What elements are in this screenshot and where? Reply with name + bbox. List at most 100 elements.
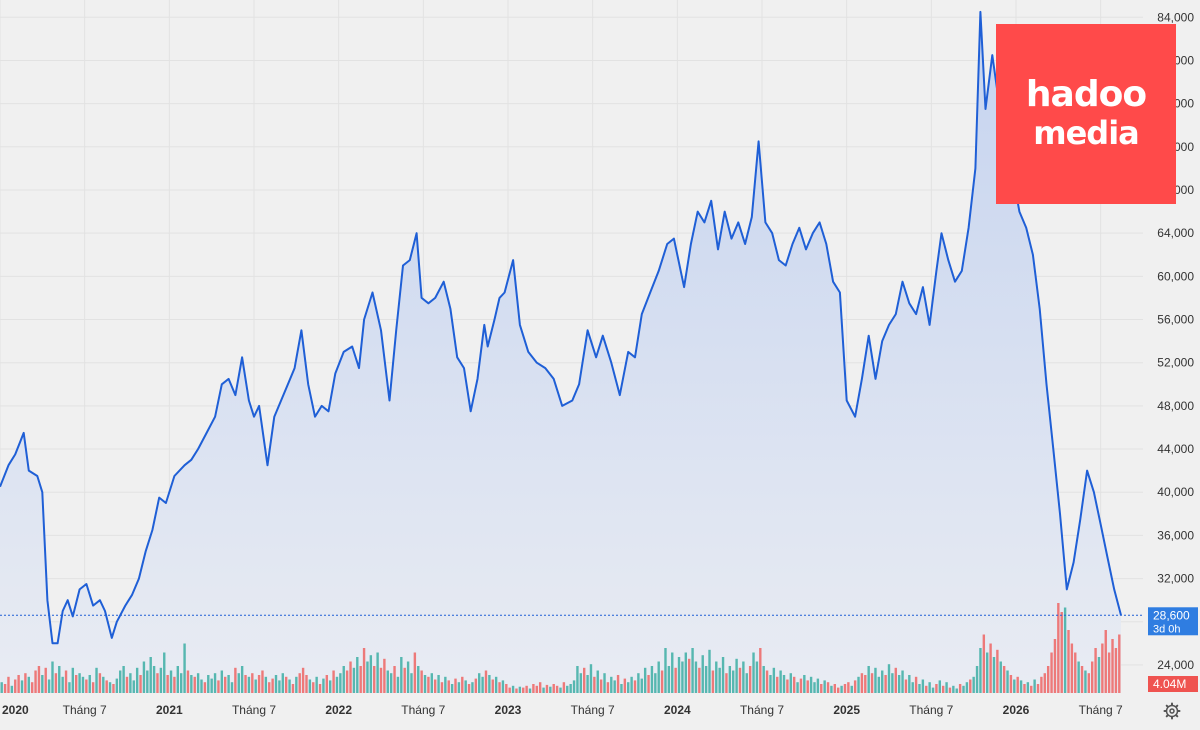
volume-bar: [921, 679, 925, 693]
volume-bar: [1046, 666, 1050, 693]
volume-bar: [119, 670, 122, 693]
volume-bar: [105, 680, 108, 693]
volume-bar: [444, 676, 447, 693]
volume-bar: [833, 684, 837, 693]
volume-bar: [996, 649, 999, 693]
volume-bar: [931, 687, 935, 693]
volume-bar: [725, 673, 728, 693]
volume-bar: [752, 652, 755, 693]
volume-bar: [3, 684, 7, 693]
volume-bar: [1074, 652, 1077, 693]
volume-bar: [1050, 652, 1053, 693]
volume-bar: [982, 634, 986, 693]
volume-bar: [163, 652, 166, 693]
volume-bar: [1043, 673, 1046, 693]
volume-bar: [71, 667, 75, 693]
volume-bar: [1002, 666, 1006, 693]
volume-bar: [755, 661, 759, 693]
volume-bar: [122, 666, 125, 693]
y-tick-label: 56,000: [1157, 313, 1194, 327]
volume-bar: [129, 673, 132, 693]
y-tick-label: 32,000: [1157, 572, 1194, 586]
volume-bar: [816, 678, 820, 693]
volume-bar: [742, 661, 745, 693]
volume-bar: [1023, 684, 1026, 693]
volume-bar: [450, 684, 454, 693]
volume-bar: [240, 666, 244, 693]
volume-bar: [593, 676, 596, 693]
last-price-countdown: 3d 0h: [1153, 623, 1181, 635]
volume-bar: [799, 678, 803, 693]
volume-bar: [481, 676, 484, 693]
volume-bar: [254, 679, 257, 693]
volume-bar: [247, 676, 251, 693]
volume-bar: [339, 673, 342, 693]
volume-bar: [1060, 612, 1063, 693]
volume-bar: [667, 666, 671, 693]
volume-bar: [904, 679, 908, 693]
volume-bar: [1111, 639, 1114, 693]
volume-bar: [291, 684, 295, 693]
volume-bar: [234, 667, 237, 693]
volume-bar: [813, 682, 816, 693]
price-area-fill: [0, 11, 1121, 693]
volume-bar: [98, 673, 102, 693]
volume-bar: [41, 675, 44, 693]
volume-bar: [748, 666, 752, 693]
volume-bar: [152, 666, 156, 693]
volume-bar: [1107, 652, 1111, 693]
volume-bar: [664, 648, 667, 693]
volume-bar: [1040, 676, 1043, 693]
volume-bar: [769, 675, 772, 693]
volume-bar: [498, 682, 501, 693]
volume-bar: [379, 667, 383, 693]
volume-bar: [417, 666, 420, 693]
volume-bar: [491, 679, 494, 693]
volume-bar: [870, 673, 874, 693]
volume-bar: [494, 676, 498, 693]
volume-bar: [955, 688, 958, 693]
volume-bar: [37, 666, 41, 693]
logo-line-2: media: [1033, 114, 1140, 152]
last-price-value: 28,600: [1153, 608, 1190, 622]
volume-bar: [200, 679, 203, 693]
volume-bar: [88, 675, 91, 693]
volume-bar: [139, 675, 142, 693]
volume-bar: [203, 682, 207, 693]
volume-bar: [647, 675, 650, 693]
volume-bar: [792, 676, 796, 693]
x-tick-label: 2022: [325, 703, 352, 717]
volume-bar: [830, 685, 833, 693]
volume-bar: [732, 670, 735, 693]
volume-bar: [989, 643, 992, 693]
volume-bar: [518, 686, 522, 693]
x-axis: 2020 Tháng 7 2021 Tháng 7 2022 Tháng 7 2023 Thá…: [2, 703, 1123, 717]
volume-bar: [596, 670, 599, 693]
volume-bar: [1033, 679, 1036, 693]
volume-bar: [918, 684, 921, 693]
volume-bar: [389, 673, 393, 693]
x-tick-label: Tháng 7: [571, 703, 615, 717]
volume-bar: [1091, 661, 1094, 693]
y-tick-label: 84,000: [1157, 10, 1194, 24]
volume-bar: [81, 676, 85, 693]
volume-bar: [359, 666, 362, 693]
gear-icon[interactable]: [1163, 702, 1181, 720]
volume-bar: [410, 673, 413, 693]
gear-icon-glyph: [1163, 702, 1181, 720]
volume-bar: [1026, 682, 1030, 693]
volume-bar: [288, 679, 291, 693]
volume-bar: [857, 676, 860, 693]
volume-bar: [884, 675, 887, 693]
volume-bar: [881, 670, 884, 693]
volume-bar: [193, 676, 196, 693]
volume-bar: [908, 675, 911, 693]
volume-bar: [190, 675, 193, 693]
volume-bar: [958, 684, 962, 693]
x-tick-label: Tháng 7: [740, 703, 784, 717]
volume-bar: [1053, 639, 1057, 693]
volume-bar: [220, 670, 224, 693]
volume-bar: [559, 687, 562, 693]
